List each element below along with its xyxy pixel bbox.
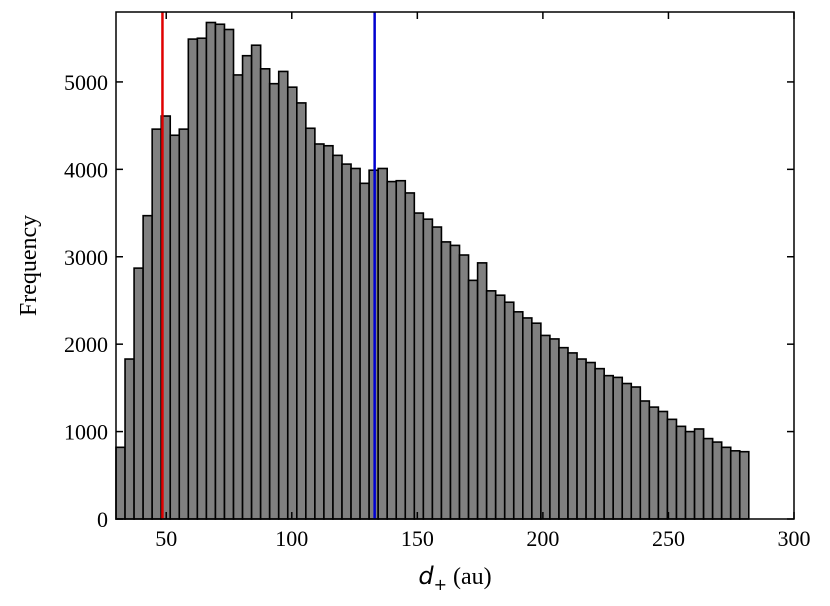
histogram-bar (241, 54, 253, 520)
reference-lines (161, 12, 376, 519)
histogram-bar (585, 361, 596, 520)
histogram-bar (133, 267, 144, 520)
histogram-bar (259, 68, 271, 520)
y-axis-ticks: 0 1000 2000 3000 4000 5000 (64, 70, 794, 532)
x-axis-subscript: + (434, 575, 447, 594)
histogram-bar (540, 334, 551, 520)
y-tick-label: 5000 (64, 70, 108, 95)
histogram-bar (476, 262, 488, 520)
histogram-bar (395, 179, 407, 520)
histogram-bar (431, 226, 443, 520)
x-tick-label: 250 (652, 526, 685, 551)
histogram-bar (214, 23, 226, 520)
histogram-bar (142, 214, 153, 520)
histogram-bar (657, 410, 669, 520)
x-axis-unit: (au) (447, 564, 492, 590)
histogram-bar (494, 294, 506, 520)
histogram-bar (277, 70, 289, 520)
histogram-bar (512, 311, 524, 520)
histogram-bar (115, 446, 126, 520)
histogram-bar (196, 37, 208, 520)
histogram-bar (594, 367, 605, 520)
histogram-bar (305, 127, 316, 520)
histogram-bar (485, 290, 497, 520)
histogram-bar (187, 38, 199, 520)
histogram-bar (702, 437, 714, 520)
histogram-bar (648, 406, 660, 520)
histogram-bar (612, 376, 624, 520)
y-tick-label: 4000 (64, 157, 108, 182)
x-axis-symbol: d (418, 562, 434, 590)
histogram-bar (467, 279, 479, 520)
histogram-bar (684, 430, 696, 520)
histogram-bar (521, 317, 533, 520)
histogram-bar (223, 28, 235, 520)
histogram-bar (621, 382, 633, 520)
histogram-bar (413, 212, 425, 520)
plot-frame (115, 11, 795, 520)
histogram-bar (531, 322, 542, 520)
histogram-bar (503, 301, 515, 520)
histogram-bar (341, 163, 352, 520)
histogram-bar (567, 352, 578, 520)
histogram-bar (404, 192, 416, 520)
histogram-bar (359, 182, 370, 520)
histogram-bar (458, 254, 470, 520)
histogram-bar (169, 134, 181, 520)
histogram-bar (440, 241, 452, 520)
histogram-bar (711, 441, 723, 520)
histogram-bar (286, 86, 298, 520)
histogram-bar (314, 143, 325, 520)
histogram-bar (630, 386, 642, 520)
histogram-bar (675, 425, 687, 520)
histogram-bar (350, 167, 361, 520)
histogram-bar (205, 21, 217, 520)
x-tick-label: 200 (526, 526, 559, 551)
y-tick-label: 3000 (64, 245, 108, 270)
histogram-bar (151, 128, 163, 520)
x-axis-label: d+ (au) (418, 562, 491, 594)
histogram-bar (720, 446, 732, 520)
histogram-bar (232, 74, 244, 520)
x-axis-ticks: 50 100 150 200 250 300 (155, 12, 811, 551)
histogram-bars (115, 21, 750, 520)
x-tick-label: 50 (155, 526, 177, 551)
histogram-bar (124, 358, 135, 520)
histogram-bar (386, 180, 398, 520)
histogram-bar (268, 82, 280, 520)
histogram-bar (693, 428, 705, 520)
y-tick-label: 1000 (64, 420, 108, 445)
histogram-bar (576, 358, 587, 520)
histogram-bar (332, 154, 343, 520)
histogram-bar (666, 418, 678, 520)
y-tick-label: 0 (97, 507, 108, 532)
x-tick-label: 100 (275, 526, 308, 551)
x-tick-label: 300 (778, 526, 811, 551)
y-tick-label: 2000 (64, 332, 108, 357)
histogram-bar (295, 102, 307, 520)
histogram-bar (639, 400, 651, 520)
histogram-bar (549, 338, 560, 520)
y-axis-label: Frequency (16, 215, 42, 316)
histogram-bar (603, 374, 614, 520)
histogram-bar (738, 450, 750, 520)
histogram-bar (178, 128, 190, 520)
histogram-bar (558, 346, 569, 520)
histogram-bar (449, 244, 461, 520)
histogram-bar (422, 218, 434, 520)
histogram-bar (323, 144, 334, 520)
histogram-bar (729, 450, 741, 520)
histogram-bar (377, 167, 389, 520)
histogram-bar (250, 44, 262, 520)
x-tick-label: 150 (401, 526, 434, 551)
